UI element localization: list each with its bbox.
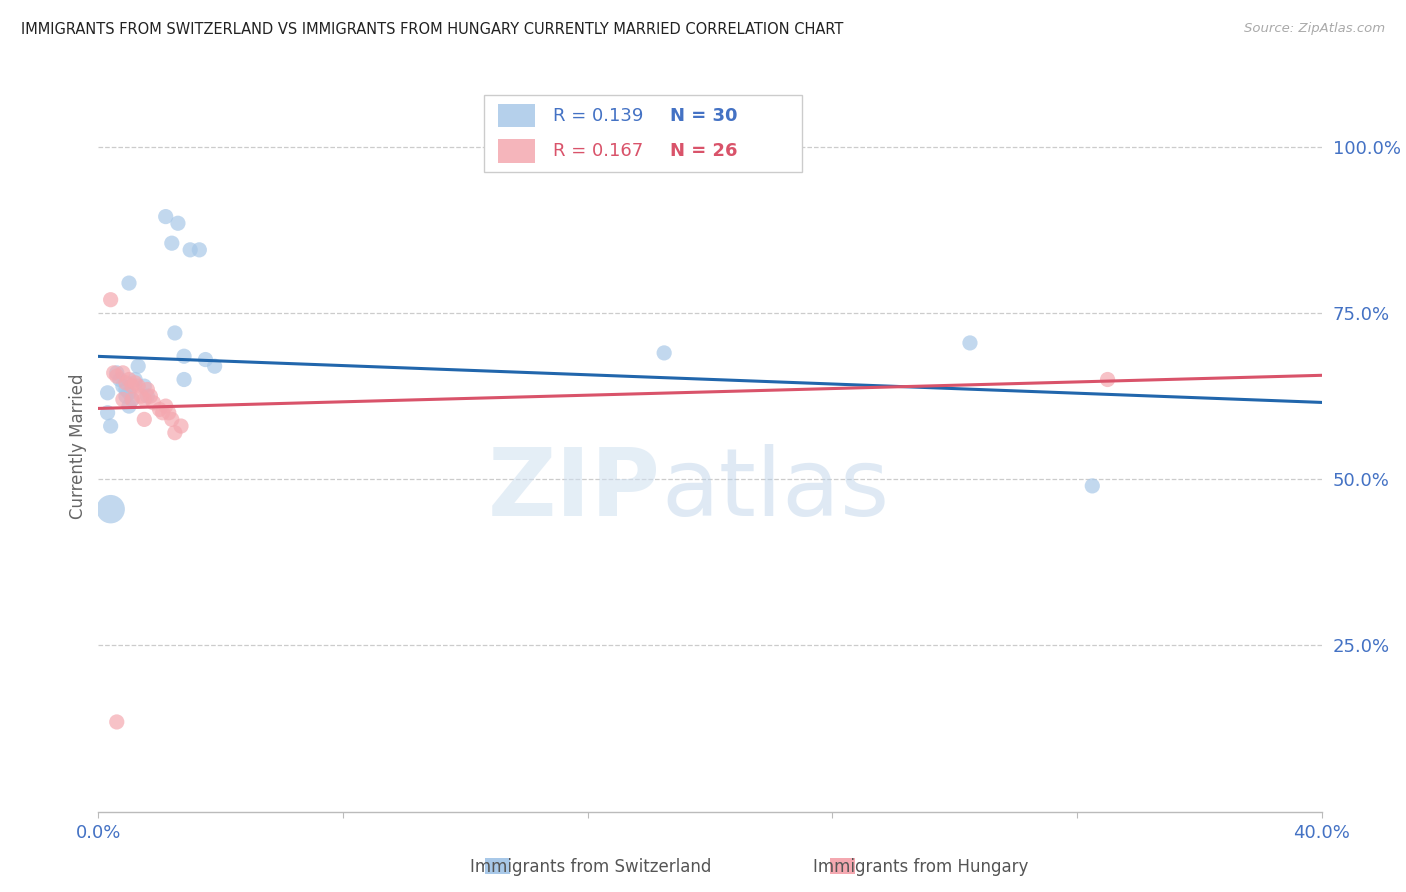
- Point: [108, 372, 131, 386]
- Point: [173, 372, 195, 386]
- FancyBboxPatch shape: [498, 139, 536, 162]
- Point: [179, 243, 201, 257]
- Text: atlas: atlas: [661, 444, 890, 536]
- Point: [167, 216, 190, 230]
- FancyBboxPatch shape: [484, 95, 801, 171]
- Point: [129, 389, 152, 403]
- Point: [136, 389, 159, 403]
- Text: Immigrants from Hungary: Immigrants from Hungary: [813, 858, 1029, 876]
- Point: [152, 406, 174, 420]
- Point: [115, 389, 138, 403]
- Point: [111, 366, 134, 380]
- Point: [173, 349, 195, 363]
- Point: [121, 392, 143, 407]
- Point: [105, 366, 128, 380]
- Point: [118, 276, 141, 290]
- Point: [124, 376, 146, 390]
- Text: ZIP: ZIP: [488, 444, 661, 536]
- Point: [134, 379, 156, 393]
- Point: [121, 392, 143, 407]
- Text: N = 26: N = 26: [669, 142, 737, 160]
- Point: [157, 406, 180, 420]
- Point: [170, 419, 193, 434]
- Text: Source: ZipAtlas.com: Source: ZipAtlas.com: [1244, 22, 1385, 36]
- Point: [160, 412, 183, 426]
- Point: [204, 359, 226, 374]
- Text: Immigrants from Switzerland: Immigrants from Switzerland: [470, 858, 711, 876]
- Point: [127, 359, 149, 374]
- Point: [124, 372, 146, 386]
- Point: [149, 402, 172, 417]
- Point: [136, 383, 159, 397]
- Point: [155, 210, 177, 224]
- Point: [97, 385, 120, 400]
- Text: IMMIGRANTS FROM SWITZERLAND VS IMMIGRANTS FROM HUNGARY CURRENTLY MARRIED CORRELA: IMMIGRANTS FROM SWITZERLAND VS IMMIGRANT…: [21, 22, 844, 37]
- Point: [115, 383, 138, 397]
- Point: [105, 369, 128, 384]
- Point: [1097, 372, 1119, 386]
- Point: [100, 293, 122, 307]
- Point: [160, 236, 183, 251]
- Point: [127, 379, 149, 393]
- Point: [163, 425, 186, 440]
- Point: [97, 406, 120, 420]
- Y-axis label: Currently Married: Currently Married: [69, 373, 87, 519]
- Text: R = 0.139: R = 0.139: [554, 107, 644, 125]
- Point: [1081, 479, 1104, 493]
- Point: [163, 326, 186, 340]
- Point: [118, 385, 141, 400]
- Point: [100, 419, 122, 434]
- Point: [111, 379, 134, 393]
- Text: N = 30: N = 30: [669, 107, 737, 125]
- Point: [111, 392, 134, 407]
- Point: [142, 396, 165, 410]
- Point: [134, 392, 156, 407]
- Point: [155, 399, 177, 413]
- Point: [194, 352, 217, 367]
- Point: [652, 346, 675, 360]
- Point: [103, 366, 125, 380]
- Point: [118, 399, 141, 413]
- Point: [118, 372, 141, 386]
- FancyBboxPatch shape: [498, 104, 536, 128]
- Point: [105, 714, 128, 729]
- Point: [139, 389, 162, 403]
- Point: [121, 379, 143, 393]
- Point: [100, 502, 122, 516]
- Point: [959, 335, 981, 350]
- Text: R = 0.167: R = 0.167: [554, 142, 644, 160]
- Point: [188, 243, 211, 257]
- Point: [134, 412, 156, 426]
- Point: [115, 376, 138, 390]
